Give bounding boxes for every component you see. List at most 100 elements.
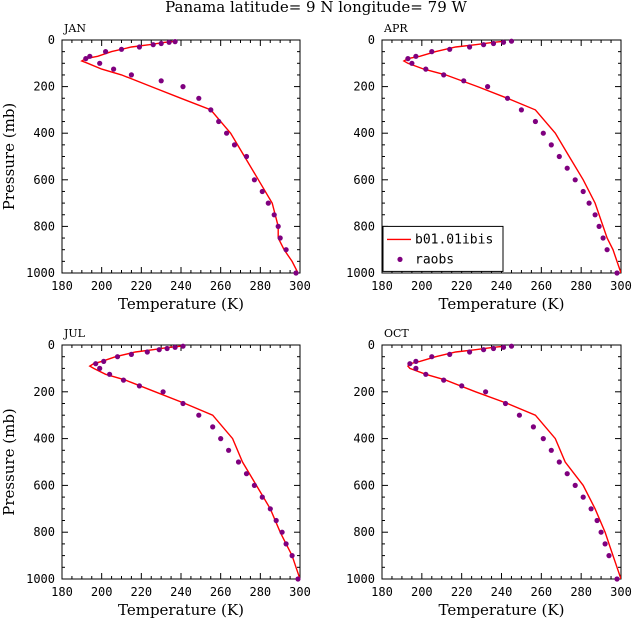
raobs-point bbox=[277, 235, 283, 241]
raobs-point bbox=[600, 235, 606, 241]
raobs-point bbox=[156, 347, 162, 353]
x-axis-label: Temperature (K) bbox=[118, 601, 244, 619]
raobs-point bbox=[180, 84, 186, 90]
raobs-point bbox=[158, 40, 164, 47]
x-tick-label: 240 bbox=[170, 585, 192, 599]
raobs-point bbox=[166, 39, 172, 45]
raobs-point bbox=[164, 345, 170, 352]
y-tick-label: 400 bbox=[353, 126, 375, 140]
raobs-point bbox=[405, 56, 411, 62]
y-tick-label: 200 bbox=[353, 385, 375, 399]
raobs-point bbox=[224, 130, 230, 136]
y-tick-label: 1000 bbox=[26, 572, 55, 586]
raobs-point bbox=[259, 494, 265, 500]
plot-frame bbox=[381, 344, 622, 580]
raobs-point bbox=[136, 44, 142, 50]
raobs-point bbox=[265, 200, 271, 206]
raobs-point bbox=[101, 358, 107, 364]
raobs-point bbox=[556, 459, 562, 465]
x-tick-label: 240 bbox=[491, 279, 513, 293]
raobs-point bbox=[441, 72, 447, 78]
raobs-point bbox=[107, 371, 113, 377]
raobs-point bbox=[267, 506, 273, 512]
x-tick-label: 280 bbox=[249, 279, 271, 293]
panel-apr: 180 200 220 240 260 280 300 0 200 400 600 800 1000 AP… bbox=[346, 22, 632, 313]
raobs-point bbox=[283, 541, 289, 547]
model-profile-line bbox=[402, 40, 621, 273]
raobs-point bbox=[598, 529, 604, 535]
model-profile-line bbox=[406, 345, 621, 579]
raobs-point bbox=[467, 44, 473, 50]
raobs-point bbox=[594, 517, 600, 524]
x-tick-label: 260 bbox=[530, 585, 552, 599]
raobs-point bbox=[196, 412, 202, 418]
raobs-point bbox=[218, 436, 224, 442]
raobs-point bbox=[243, 471, 250, 477]
raobs-point bbox=[180, 400, 186, 407]
raobs-point bbox=[508, 343, 515, 349]
y-tick-label: 0 bbox=[48, 338, 55, 352]
raobs-point bbox=[490, 40, 497, 47]
x-tick-label: 300 bbox=[289, 279, 311, 293]
raobs-point bbox=[580, 188, 586, 195]
legend: b01.01ibis raobs bbox=[382, 225, 504, 272]
raobs-point bbox=[548, 142, 554, 148]
y-axis-label: Pressure (mb) bbox=[0, 408, 18, 516]
raobs-point bbox=[235, 459, 242, 465]
x-tick-label: 300 bbox=[610, 585, 632, 599]
y-tick-label: 200 bbox=[33, 80, 55, 94]
raobs-point bbox=[295, 576, 301, 582]
raobs-point bbox=[429, 49, 435, 55]
raobs-point bbox=[118, 46, 125, 52]
y-tick-label: 600 bbox=[33, 173, 55, 187]
raobs-point bbox=[172, 39, 178, 45]
raobs-point bbox=[413, 365, 419, 371]
model-profile-line bbox=[80, 40, 299, 273]
raobs-point bbox=[128, 351, 134, 357]
model-profile-line bbox=[88, 345, 300, 579]
raobs-point bbox=[572, 482, 578, 488]
raobs-point bbox=[572, 177, 578, 183]
raobs-point bbox=[251, 177, 257, 183]
raobs-point bbox=[485, 84, 491, 90]
y-tick-label: 200 bbox=[353, 80, 375, 94]
x-tick-label: 200 bbox=[91, 585, 113, 599]
raobs-point bbox=[97, 365, 103, 371]
raobs-point bbox=[532, 118, 539, 125]
raobs-point bbox=[413, 358, 419, 364]
raobs-point bbox=[293, 270, 299, 276]
raobs-point bbox=[114, 354, 121, 360]
raobs-point bbox=[614, 576, 620, 582]
raobs-point bbox=[216, 118, 222, 125]
raobs-point bbox=[128, 72, 134, 78]
x-tick-label: 220 bbox=[130, 279, 152, 293]
y-tick-label: 1000 bbox=[346, 266, 375, 280]
raobs-point bbox=[500, 39, 507, 45]
raobs-point bbox=[226, 447, 232, 453]
y-tick-label: 400 bbox=[353, 432, 375, 446]
x-tick-label: 280 bbox=[570, 279, 592, 293]
raobs-point bbox=[540, 436, 546, 442]
plot-frame bbox=[61, 344, 301, 580]
raobs-point bbox=[580, 494, 586, 500]
panel-label: JUL bbox=[63, 327, 86, 340]
y-axis-label: Pressure (mb) bbox=[0, 103, 18, 211]
raobs-point bbox=[120, 377, 127, 383]
panel-label: JAN bbox=[63, 22, 86, 35]
x-axis-label: Temperature (K) bbox=[439, 601, 565, 619]
raobs-point bbox=[243, 153, 250, 160]
plot-frame bbox=[61, 39, 301, 274]
x-tick-label: 200 bbox=[411, 585, 433, 599]
x-tick-label: 240 bbox=[170, 279, 192, 293]
raobs-point bbox=[564, 471, 570, 477]
raobs-point bbox=[483, 389, 489, 395]
x-tick-label: 240 bbox=[491, 585, 513, 599]
x-tick-label: 220 bbox=[451, 279, 473, 293]
y-tick-label: 800 bbox=[33, 525, 55, 539]
raobs-point bbox=[606, 553, 612, 559]
raobs-point bbox=[158, 78, 164, 84]
x-tick-label: 260 bbox=[210, 585, 232, 599]
y-tick-label: 800 bbox=[353, 219, 375, 233]
raobs-point bbox=[259, 188, 265, 195]
